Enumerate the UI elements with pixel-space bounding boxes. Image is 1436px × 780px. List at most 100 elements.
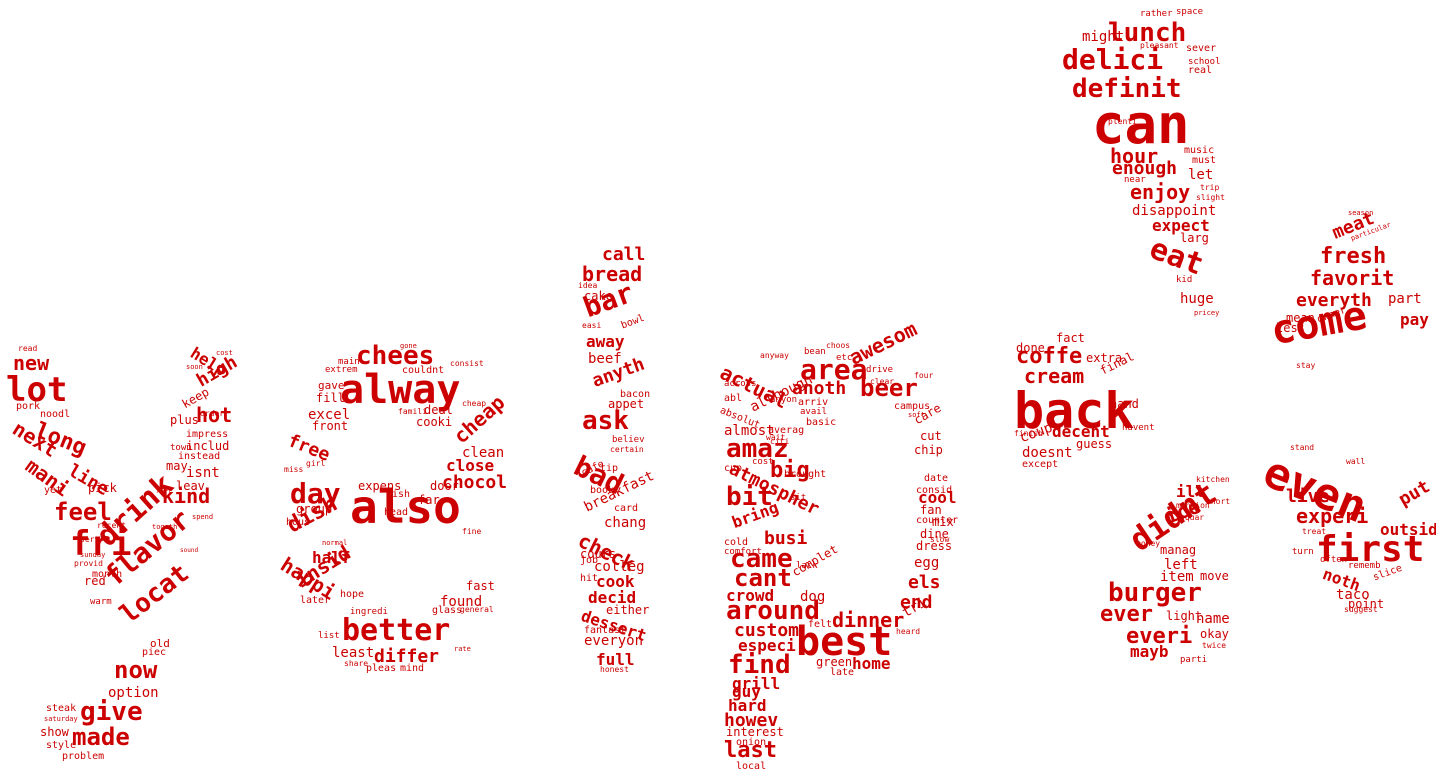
word-sound: sound (180, 547, 199, 554)
word-mention: mention (1176, 501, 1210, 510)
word-area: area (800, 353, 868, 386)
word-noodl: noodl (40, 409, 71, 420)
word-around: around (726, 596, 820, 626)
word-school: school (1188, 57, 1221, 67)
word-coffe: coffe (1016, 344, 1083, 369)
word-near: near (1124, 175, 1146, 185)
word-now: now (114, 656, 158, 684)
word-date: date (924, 473, 949, 484)
word-bacon: bacon (620, 389, 651, 400)
word-anyon: anyon (770, 395, 798, 405)
word-campus: campus (894, 401, 931, 412)
word-dine: dine (920, 527, 949, 541)
word-cook: cook (596, 572, 635, 591)
word-almost: almost (724, 423, 775, 439)
word-chocol: chocol (442, 472, 508, 493)
word-huge: huge (1180, 291, 1214, 307)
word-slight: slight (1196, 193, 1225, 202)
word-less: less (1276, 321, 1305, 335)
word-instead: instead (178, 451, 221, 462)
word-wait: wait (766, 433, 786, 442)
word-colleg: colleg (594, 559, 645, 575)
word-suggest: suggest (1344, 605, 1378, 614)
word-differ: differ (374, 646, 440, 667)
word-except: except (1022, 459, 1059, 470)
word-hot: hot (196, 403, 233, 427)
word-red: red (84, 574, 106, 588)
word-town: town (170, 443, 192, 453)
word-fact: fact (1056, 331, 1085, 345)
word-ill: ill (1176, 482, 1205, 501)
word-fill: fill (316, 391, 345, 405)
word-cost: cost (752, 457, 774, 467)
word-last: last (724, 738, 777, 763)
word-find: find (728, 650, 791, 680)
word-grill: grill (732, 674, 781, 693)
word-avail: avail (800, 407, 828, 417)
word-yelp: yelp (156, 485, 173, 493)
word-manag: manag (1160, 543, 1197, 557)
word-guess: guess (1076, 437, 1113, 451)
word-provid: provid (74, 559, 103, 568)
word-heard: heard (896, 627, 921, 636)
word-big: big (770, 458, 810, 483)
word-kind: kind (162, 484, 211, 508)
word-call: call (602, 244, 646, 265)
word-fantast: fantast (584, 625, 627, 636)
word-especi: especi (738, 636, 796, 655)
word-let: let (1188, 167, 1214, 183)
word-howev: howev (724, 710, 779, 731)
word-real: real (1188, 65, 1213, 76)
word-rather: rather (1140, 9, 1173, 19)
word-delici: delici (1062, 43, 1164, 76)
word-egg: egg (914, 555, 940, 571)
word-must: must (1192, 155, 1217, 166)
word-everyon: everyon (584, 633, 644, 649)
word-pleasant: pleasant (1140, 41, 1179, 50)
word-live: live (1286, 486, 1330, 507)
word-door: door (430, 479, 459, 493)
word-okay: okay (1200, 627, 1229, 641)
word-burger: burger (1108, 578, 1202, 608)
word-serv: serv (80, 535, 100, 544)
word-disappoint: disappoint (1132, 203, 1217, 219)
word-miss: miss (284, 465, 304, 474)
word-also: also (350, 480, 461, 534)
word-deal: deal (424, 403, 453, 417)
word-impress: impress (186, 429, 229, 440)
word-treat: treat (1302, 527, 1327, 536)
word-dinner: dinner (832, 608, 905, 632)
word-bean: bean (804, 347, 826, 357)
word-cut: cut (920, 429, 942, 443)
word-kid: kid (1176, 275, 1193, 285)
word-ask: ask (582, 406, 629, 436)
word-late: late (830, 667, 855, 678)
word-four: four (914, 371, 934, 380)
word-kitchen: kitchen (1196, 475, 1230, 484)
word-citi: citi (770, 437, 790, 446)
word-spend: spend (192, 513, 214, 521)
word-pricey: pricey (1194, 309, 1220, 317)
word-fan: fan (920, 503, 942, 517)
word-arriv: arriv (798, 397, 829, 408)
word-style: style (46, 740, 77, 751)
word-comfort: comfort (724, 547, 762, 557)
word-favorit: favorit (1310, 266, 1395, 290)
word-slow: slow (930, 535, 950, 544)
word-believ: believ (612, 435, 645, 445)
word-better: better (342, 613, 451, 648)
word-beef: beef (588, 351, 622, 367)
word-cost: cost (216, 349, 233, 357)
word-counter: counter (916, 515, 959, 526)
word-appet: appet (608, 397, 645, 411)
word-couldnt: couldnt (402, 365, 445, 376)
word-etc: etc (836, 353, 853, 363)
word-plenti: plenti (1108, 117, 1137, 126)
word-first: first (1316, 529, 1425, 570)
word-piec: piec (142, 647, 167, 658)
word-normal: normal (322, 539, 348, 547)
word-squar: squar (1180, 513, 1205, 522)
word-mind: mind (400, 663, 425, 674)
word-end: end (900, 592, 933, 613)
